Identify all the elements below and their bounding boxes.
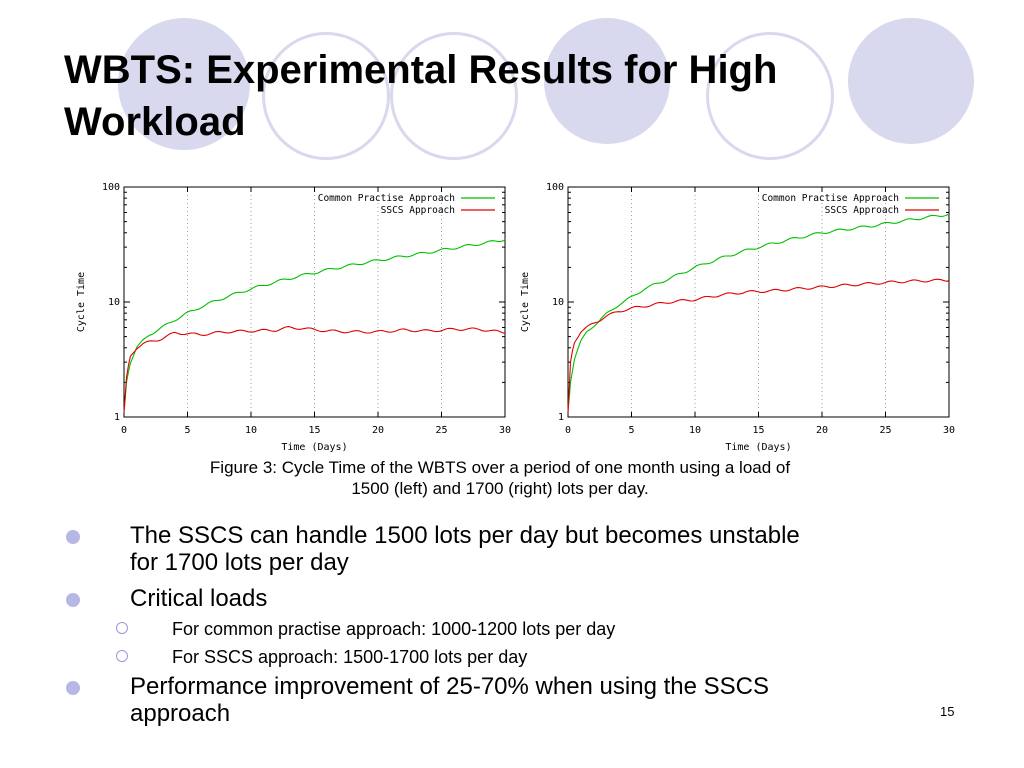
figure-caption: Figure 3: Cycle Time of the WBTS over a …	[100, 457, 900, 499]
legend-label: SSCS Approach	[381, 205, 455, 216]
caption-line-2: 1500 (left) and 1700 (right) lots per da…	[351, 479, 649, 498]
y-axis-label: Cycle Time	[76, 272, 87, 332]
bullet-icon	[66, 593, 80, 607]
y-tick-label: 1	[558, 412, 564, 423]
chart-right-svg: 0 5 10 15 20 25 30 1 10 100 Time (Days) Cycle Time C…	[520, 182, 955, 453]
x-tick-label: 0	[121, 425, 127, 436]
x-tick-label: 30	[499, 425, 511, 436]
slide-title: WBTS: Experimental Results for High Work…	[64, 48, 778, 144]
sub-bullet-2-text: For SSCS approach: 1500-1700 lots per da…	[172, 647, 528, 667]
y-tick-label: 10	[552, 297, 564, 308]
x-tick-label: 5	[628, 425, 634, 436]
bullet-3-line-1: Performance improvement of 25-70% when u…	[130, 673, 769, 700]
x-tick-label: 20	[372, 425, 384, 436]
series-line-common-practise	[567, 213, 950, 413]
x-tick-label: 15	[308, 425, 320, 436]
decor-circle-1	[118, 18, 250, 150]
legend-label: Common Practise Approach	[318, 193, 455, 204]
x-tick-label: 15	[752, 425, 764, 436]
x-axis-label: Time (Days)	[725, 442, 791, 453]
x-tick-label: 10	[245, 425, 257, 436]
decor-circle-5	[706, 32, 834, 160]
bullet-icon	[66, 681, 80, 695]
x-tick-label: 0	[565, 425, 571, 436]
page-number: 15	[940, 704, 955, 719]
x-tick-label: 10	[689, 425, 701, 436]
x-axis-label: Time (Days)	[281, 442, 347, 453]
x-tick-label: 30	[943, 425, 955, 436]
y-axis-label: Cycle Time	[520, 272, 531, 332]
chart-left: 0 5 10 15 20 25 30 1 10 100 Time (Days) Cycle Time C…	[72, 172, 532, 462]
y-tick-label: 100	[546, 182, 564, 193]
bullet-3-line-2: approach	[130, 700, 231, 727]
caption-line-1: Figure 3: Cycle Time of the WBTS over a …	[209, 458, 791, 477]
y-tick-label: 100	[102, 182, 120, 193]
series-line-sscs	[567, 278, 950, 413]
legend-label: Common Practise Approach	[762, 193, 899, 204]
plot-frame	[123, 186, 506, 418]
series-line-common-practise	[123, 238, 506, 413]
y-tick-label: 10	[108, 297, 120, 308]
legend-label: SSCS Approach	[825, 205, 899, 216]
sub-bullet-2: For SSCS approach: 1500-1700 lots per da…	[172, 646, 952, 668]
sub-bullet-1-text: For common practise approach: 1000-1200 …	[172, 619, 616, 639]
chart-right: 0 5 10 15 20 25 30 1 10 100 Time (Days) Cycle Time C…	[516, 172, 976, 462]
decor-circle-3	[390, 32, 518, 160]
decor-circle-6	[848, 18, 974, 144]
x-tick-label: 25	[879, 425, 891, 436]
sub-bullet-icon	[116, 650, 128, 662]
bullet-3: Performance improvement of 25-70% when u…	[130, 673, 950, 727]
bullet-icon	[66, 530, 80, 544]
sub-bullet-icon	[116, 622, 128, 634]
bullet-1: The SSCS can handle 1500 lots per day bu…	[130, 522, 950, 576]
bullet-1-line-1: The SSCS can handle 1500 lots per day bu…	[130, 522, 800, 549]
bullet-2: Critical loads	[130, 585, 950, 612]
decor-circle-2	[262, 32, 390, 160]
x-tick-label: 5	[184, 425, 190, 436]
decor-circle-4	[544, 18, 670, 144]
sub-bullet-1: For common practise approach: 1000-1200 …	[172, 618, 952, 640]
series-line-sscs	[123, 326, 506, 413]
bullet-2-line-1: Critical loads	[130, 585, 268, 612]
bullet-1-line-2: for 1700 lots per day	[130, 549, 349, 576]
x-tick-label: 25	[435, 425, 447, 436]
y-tick-label: 1	[114, 412, 120, 423]
plot-frame	[567, 186, 950, 418]
chart-left-svg: 0 5 10 15 20 25 30 1 10 100 Time (Days) Cycle Time C…	[76, 182, 511, 453]
x-tick-label: 20	[816, 425, 828, 436]
